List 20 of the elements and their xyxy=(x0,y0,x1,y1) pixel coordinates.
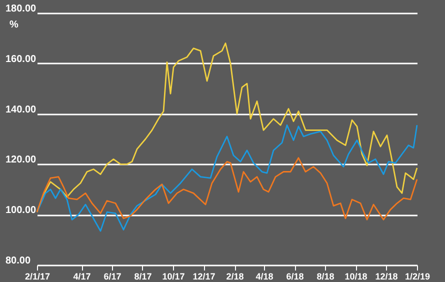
y-tick-label: 180.00 xyxy=(6,4,37,14)
y-tick-label: 160.00 xyxy=(6,54,37,65)
y-tick-label: 140.00 xyxy=(6,104,37,116)
x-tick-label: 10/18 xyxy=(344,272,368,282)
x-tick-label: 12/17 xyxy=(192,272,216,282)
x-tick-label: 12/18 xyxy=(375,272,398,282)
x-tick-label: 4/18 xyxy=(256,272,274,282)
x-tick-label: 4/17 xyxy=(73,272,91,282)
x-tick-label: 2/1/17 xyxy=(24,272,50,282)
x-tick-label: 10/17 xyxy=(162,272,185,282)
y-tick-label: 120.00 xyxy=(6,154,37,166)
y-tick-label: 80.00 xyxy=(6,256,31,266)
x-tick-label: 6/17 xyxy=(104,272,122,282)
x-tick-label: 1/2/19 xyxy=(404,272,430,282)
x-tick-label: 2/18 xyxy=(226,272,244,282)
x-tick-label: 6/18 xyxy=(286,272,304,282)
y-tick-label: 100.00 xyxy=(6,205,37,216)
x-tick-label: 8/17 xyxy=(134,272,152,282)
x-tick-label: 8/18 xyxy=(316,272,334,282)
y-axis-title: % xyxy=(10,20,18,30)
